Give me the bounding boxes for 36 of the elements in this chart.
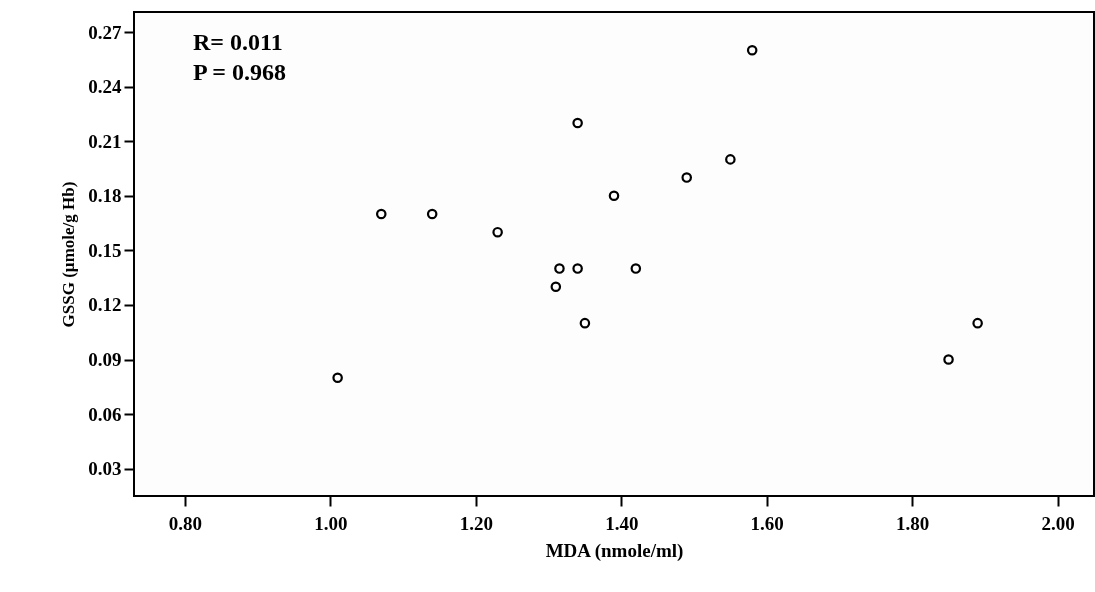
x-tick-label: 0.80 — [168, 512, 203, 534]
point — [608, 190, 620, 202]
y-tick-label: 0.12 — [88, 294, 122, 316]
point — [725, 154, 736, 165]
point — [579, 317, 591, 329]
y-tick-label: 0.21 — [88, 130, 122, 152]
x-tick-label: 1.20 — [459, 512, 493, 534]
x-tick-label: 1.80 — [896, 512, 930, 534]
x-tick-label: 1.60 — [750, 512, 784, 534]
y-tick-label: 0.15 — [88, 239, 122, 261]
point — [332, 372, 343, 383]
point — [375, 208, 387, 220]
point — [572, 263, 583, 274]
point — [630, 263, 642, 274]
annotation: P = 0.968 — [193, 59, 287, 85]
y-tick-label: 0.18 — [88, 185, 122, 207]
point — [746, 44, 758, 56]
y-tick-label: 0.27 — [88, 21, 122, 43]
point — [681, 172, 693, 183]
y-axis-title: GSSG (µmole/g Hb) — [59, 181, 79, 328]
y-tick-label: 0.09 — [88, 349, 122, 371]
point — [572, 117, 583, 129]
point — [554, 263, 565, 274]
point — [972, 317, 983, 329]
x-axis-title: MDA (nmole/ml) — [545, 539, 684, 562]
y-tick-label: 0.03 — [88, 458, 122, 480]
y-tick-label: 0.06 — [88, 403, 122, 425]
x-tick-label: 1.00 — [314, 512, 348, 534]
annotation: R= 0.011 — [193, 29, 283, 55]
x-tick-label: 2.00 — [1041, 512, 1075, 534]
point — [492, 226, 503, 238]
point — [426, 208, 438, 220]
x-tick-label: 1.40 — [605, 512, 639, 534]
point — [943, 354, 954, 365]
point — [550, 281, 562, 293]
y-tick-label: 0.24 — [88, 76, 122, 98]
